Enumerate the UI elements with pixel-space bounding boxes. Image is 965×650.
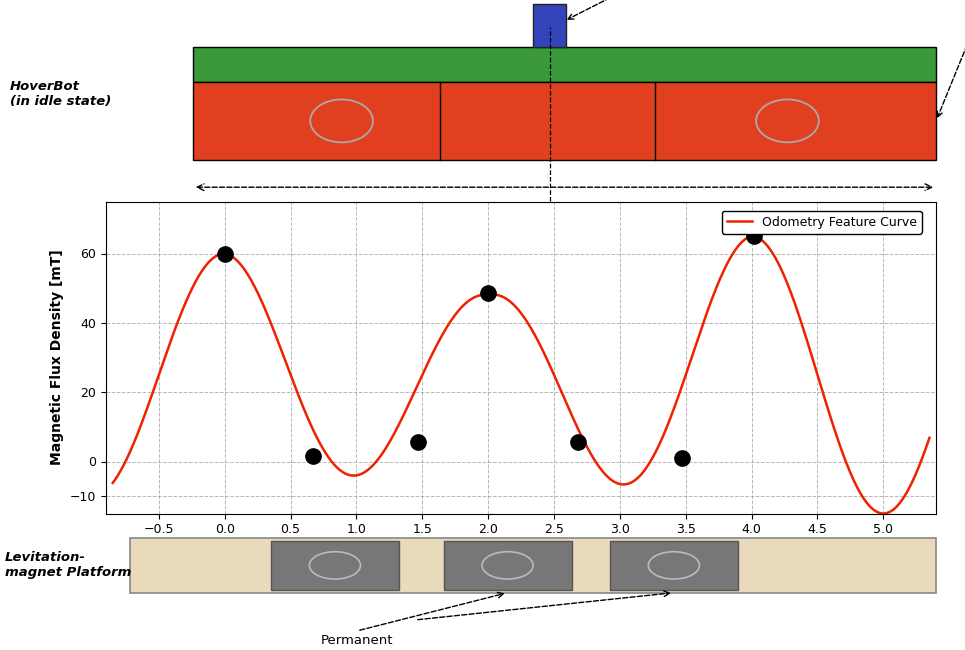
Text: HoverBot
(in idle state): HoverBot (in idle state) bbox=[10, 79, 111, 108]
Text: Levitation-
magnet Platform: Levitation- magnet Platform bbox=[5, 551, 131, 579]
Bar bbox=[534, 4, 566, 47]
X-axis label: Absolute Position [cm]: Absolute Position [cm] bbox=[432, 542, 610, 556]
Bar bbox=[130, 538, 936, 593]
Text: Permanent
magnets: Permanent magnets bbox=[320, 634, 394, 650]
Text: Coil: Coil bbox=[937, 13, 965, 117]
Bar bbox=[444, 541, 571, 590]
Bar bbox=[610, 541, 738, 590]
Legend: Odometry Feature Curve: Odometry Feature Curve bbox=[722, 211, 922, 234]
Bar bbox=[193, 47, 936, 82]
Text: Hall-effect sensor: Hall-effect sensor bbox=[568, 0, 697, 19]
Y-axis label: Magnetic Flux Density [mT]: Magnetic Flux Density [mT] bbox=[50, 250, 65, 465]
Bar bbox=[271, 541, 399, 590]
Bar bbox=[193, 82, 936, 160]
